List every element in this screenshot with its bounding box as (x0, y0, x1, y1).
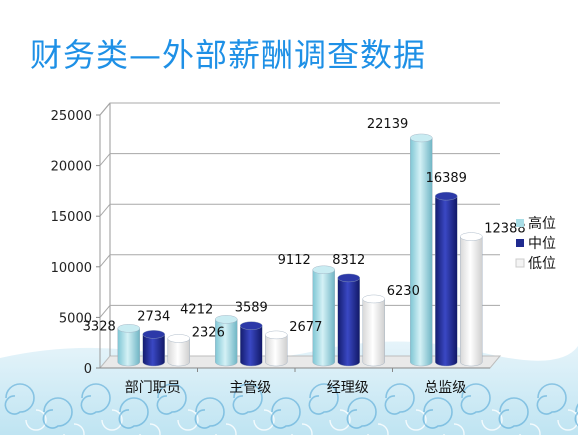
y-tick-label: 0 (84, 362, 92, 377)
gridline (99, 153, 500, 166)
bar-mid (142, 330, 165, 367)
data-label: 3589 (235, 301, 268, 316)
bar-low (167, 334, 190, 367)
x-category-label: 部门职员 (125, 380, 181, 396)
data-label: 22139 (367, 117, 408, 132)
chart-bars (117, 133, 483, 367)
bar-low (460, 232, 483, 367)
bar-high (312, 265, 335, 367)
legend-swatch (516, 239, 524, 247)
gridline (99, 102, 500, 116)
y-tick-label: 10000 (51, 261, 92, 276)
bar-high (410, 133, 433, 367)
legend-label: 中位 (528, 236, 556, 252)
data-label: 8312 (332, 253, 365, 268)
y-tick-label: 25000 (51, 109, 92, 124)
data-label: 2326 (192, 325, 225, 340)
data-label: 6230 (387, 284, 420, 299)
data-label: 9112 (278, 253, 311, 268)
bar-mid (435, 191, 458, 367)
bar-low (362, 294, 385, 367)
slide-title: 财务类—外部薪酬调查数据 (30, 36, 427, 74)
bar-mid (240, 321, 263, 367)
legend-label: 低位 (528, 256, 556, 272)
bar-high (215, 315, 238, 367)
x-category-label: 主管级 (229, 380, 271, 396)
legend-swatch (515, 258, 525, 268)
legend-swatch (516, 219, 524, 227)
data-label: 2734 (137, 309, 170, 324)
bar-low (265, 330, 288, 367)
gridline (99, 203, 500, 217)
chart-axes: 0 5000 10000 15000 20000 25000 部门职员 主管级 经理级 总监级 (51, 109, 490, 396)
data-label: 3328 (83, 319, 116, 334)
bar-mid (337, 273, 360, 367)
data-label: 4212 (180, 302, 213, 317)
chart-data-labels: 3328 4212 9112 22139 2734 3589 8312 16389 2326 26… (83, 117, 526, 341)
y-tick-label: 15000 (51, 210, 92, 225)
y-tick-label: 5000 (59, 311, 92, 326)
x-category-label: 经理级 (327, 380, 369, 396)
data-label: 2677 (289, 320, 322, 335)
gridline (99, 254, 500, 268)
data-label: 16389 (426, 171, 467, 186)
x-category-label: 总监级 (424, 380, 466, 396)
y-tick-label: 20000 (51, 160, 92, 175)
data-label: 12388 (484, 222, 525, 237)
legend-label: 高位 (528, 215, 556, 232)
chart-gridlines (98, 102, 502, 369)
bar-high (117, 324, 140, 367)
